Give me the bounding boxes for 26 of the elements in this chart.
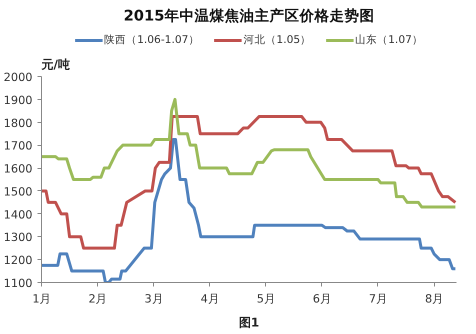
y-tick-label: 1200 bbox=[4, 253, 33, 268]
x-tick-label: 5月 bbox=[256, 292, 275, 306]
x-tick-label: 8月 bbox=[424, 292, 444, 306]
x-tick-label: 3月 bbox=[144, 292, 163, 306]
x-tick-label: 2月 bbox=[88, 292, 107, 306]
y-tick-label: 1700 bbox=[4, 138, 33, 153]
chart-title: 2015年中温煤焦油主产区价格走势图 bbox=[124, 6, 374, 24]
x-tick-label: 7月 bbox=[368, 292, 388, 306]
legend-label: 河北（1.05） bbox=[243, 32, 312, 46]
y-tick-label: 1900 bbox=[4, 92, 33, 107]
x-tick-label: 4月 bbox=[200, 292, 219, 306]
legend-label: 陕西（1.06-1.07） bbox=[104, 32, 200, 46]
y-axis-title: 元/吨 bbox=[40, 58, 70, 72]
y-tick-label: 1800 bbox=[4, 116, 33, 130]
y-tick-label: 1600 bbox=[4, 162, 33, 176]
x-tick-label: 6月 bbox=[312, 292, 332, 306]
y-tick-label: 1400 bbox=[4, 207, 33, 222]
y-tick-label: 1100 bbox=[4, 276, 33, 290]
y-tick-label: 1300 bbox=[4, 230, 33, 244]
legend-label: 山东（1.07） bbox=[355, 32, 423, 46]
line-series bbox=[42, 98, 456, 208]
y-tick-label: 1500 bbox=[4, 184, 33, 198]
caption: 图1 bbox=[238, 316, 260, 330]
line-series bbox=[42, 115, 456, 250]
x-tick-label: 1月 bbox=[32, 292, 51, 306]
y-tick-label: 2000 bbox=[4, 70, 33, 84]
